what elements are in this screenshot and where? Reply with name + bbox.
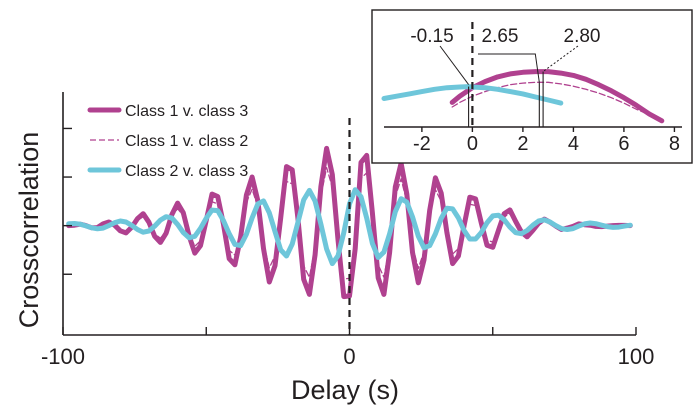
legend-item-class1-v-class3: Class 1 v. class 3 bbox=[87, 103, 248, 120]
inset-frame bbox=[371, 9, 693, 164]
main-x-tick-label: 0 bbox=[343, 344, 355, 369]
inset-x-tick-label: 8 bbox=[669, 133, 680, 155]
inset-series-class-1-v-class-3 bbox=[449, 69, 665, 124]
inset-peak-annotations: -0.15 2.65 2.80 bbox=[410, 26, 600, 85]
inset-annotation-label: 2.65 bbox=[482, 26, 519, 47]
main-x-tick-label: 100 bbox=[618, 344, 655, 369]
inset-x-tick-label: 0 bbox=[467, 133, 478, 155]
inset-chart: -0.15 2.65 2.80 -2 0 2 4 6 8 bbox=[371, 9, 693, 164]
legend-label-class1-v-class2: Class 1 v. class 2 bbox=[125, 133, 248, 150]
inset-series-class-1-v-class-2 bbox=[451, 81, 663, 120]
legend: Class 1 v. class 3 Class 1 v. class 2 Cl… bbox=[87, 103, 248, 180]
inset-series-layer bbox=[381, 69, 665, 124]
inset-x-tick-label: 2 bbox=[517, 133, 528, 155]
main-x-tick-labels: -100 0 100 bbox=[41, 344, 654, 369]
inset-annotation-label: -0.15 bbox=[410, 26, 453, 47]
inset-annotation-leader bbox=[542, 45, 579, 72]
inset-x-tick-labels: -2 0 2 4 6 8 bbox=[413, 133, 680, 155]
main-x-axis-label: Delay (s) bbox=[291, 375, 399, 405]
inset-peak-markers bbox=[468, 71, 544, 127]
inset-annotation-leader bbox=[478, 53, 540, 83]
inset-annotation-label: 2.80 bbox=[564, 26, 601, 47]
legend-label-class1-v-class3: Class 1 v. class 3 bbox=[125, 103, 248, 120]
inset-x-tick-label: 6 bbox=[618, 133, 629, 155]
legend-label-class2-v-class3: Class 2 v. class 3 bbox=[125, 163, 248, 180]
legend-item-class2-v-class3: Class 2 v. class 3 bbox=[87, 163, 248, 180]
inset-annotation-leader bbox=[439, 45, 470, 85]
inset-ticks-layer bbox=[421, 127, 676, 132]
main-x-tick-label: -100 bbox=[41, 344, 85, 369]
inset-x-tick-label: -2 bbox=[413, 133, 431, 155]
inset-x-tick-label: 4 bbox=[568, 133, 579, 155]
main-y-axis-label: Crosscorrelation bbox=[14, 132, 44, 329]
main-series-class-1-v-class-3 bbox=[66, 145, 633, 300]
inset-series-class-2-v-class-3 bbox=[381, 84, 564, 106]
legend-item-class1-v-class2: Class 1 v. class 2 bbox=[90, 133, 248, 150]
